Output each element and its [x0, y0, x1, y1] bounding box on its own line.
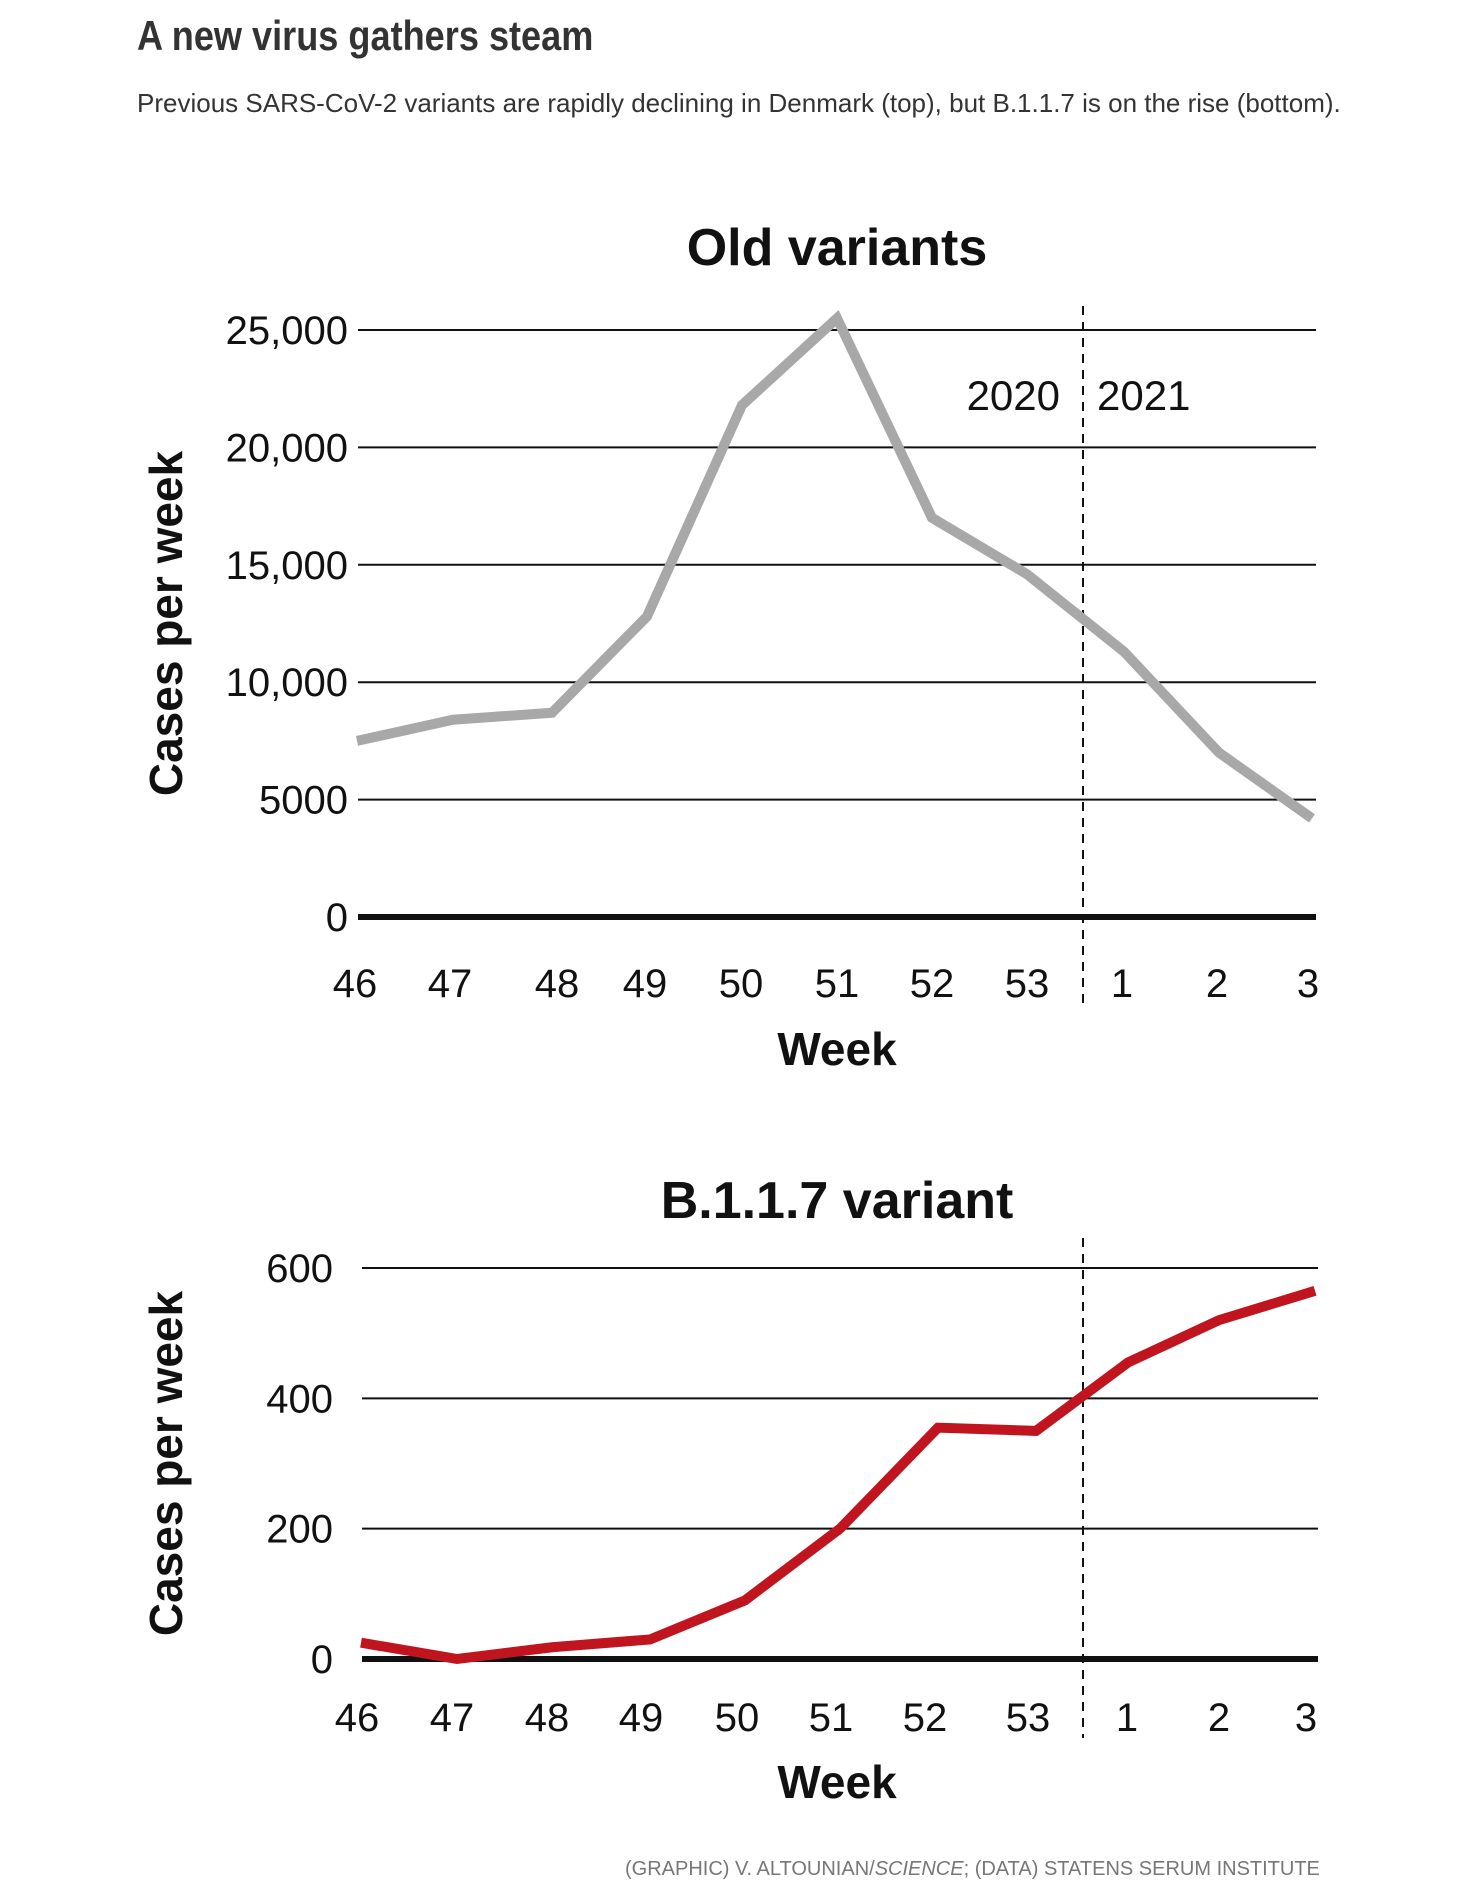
- chart2-x-tick-label: 50: [715, 1696, 760, 1740]
- chart2-x-tick-label: 46: [335, 1696, 380, 1740]
- chart2-series-line: [360, 1286, 1317, 1665]
- chart1-y-tick-label: 0: [326, 896, 348, 940]
- chart1-series-line: [355, 310, 1315, 823]
- chart1-y-tick-label: 15,000: [226, 544, 348, 588]
- chart2-x-tick-label: 47: [430, 1696, 475, 1740]
- chart2-y-tick-label: 0: [311, 1638, 333, 1682]
- chart1-y-tick-label: 5000: [259, 779, 348, 823]
- chart1-x-tick-label: 2: [1206, 962, 1228, 1006]
- chart1-x-tick-label: 49: [623, 962, 668, 1006]
- chart1-y-tick-label: 25,000: [226, 309, 348, 353]
- chart2-x-tick-label: 53: [1006, 1696, 1051, 1740]
- chart2-x-tick-label: 2: [1208, 1696, 1230, 1740]
- chart2-y-tick-label: 200: [266, 1508, 333, 1552]
- chart1-x-tick-label: 52: [910, 962, 955, 1006]
- chart1-y-axis-label: Cases per week: [140, 450, 192, 796]
- chart1-x-tick-label: 3: [1297, 962, 1319, 1006]
- page-title: A new virus gathers steam: [137, 12, 594, 59]
- credit-graphic: (GRAPHIC) V. ALTOUNIAN/: [625, 1858, 875, 1880]
- chart1-x-tick-label: 53: [1005, 962, 1050, 1006]
- chart2-y-tick-label: 600: [266, 1247, 333, 1291]
- chart2-x-tick-label: 1: [1116, 1696, 1138, 1740]
- chart1-x-tick-label: 1: [1111, 962, 1133, 1006]
- chart2-x-tick-label: 51: [809, 1696, 854, 1740]
- source-credit: (GRAPHIC) V. ALTOUNIAN/SCIENCE; (DATA) S…: [625, 1858, 1320, 1881]
- chart1-year-label-left: 2020: [967, 372, 1060, 419]
- chart1-y-tick-label: 20,000: [226, 426, 348, 470]
- chart1-x-tick-label: 50: [719, 962, 764, 1006]
- chart2-x-tick-label: 52: [903, 1696, 948, 1740]
- chart2-x-tick-label: 3: [1295, 1696, 1317, 1740]
- chart2-y-tick-label: 400: [266, 1377, 333, 1421]
- credit-publication: SCIENCE: [874, 1858, 964, 1880]
- chart1-x-tick-label: 47: [428, 962, 473, 1006]
- chart2-x-tick-label: 49: [619, 1696, 664, 1740]
- chart1-x-tick-label: 48: [535, 962, 580, 1006]
- chart1-title: Old variants: [687, 219, 988, 277]
- credit-data: ; (DATA) STATENS SERUM INSTITUTE: [963, 1858, 1320, 1880]
- chart1-x-axis-label: Week: [777, 1023, 897, 1075]
- chart1-x-tick-label: 46: [333, 962, 378, 1006]
- chart2-title: B.1.1.7 variant: [661, 1172, 1014, 1230]
- page-subtitle: Previous SARS-CoV-2 variants are rapidly…: [137, 88, 1341, 118]
- chart2-x-axis-label: Week: [777, 1756, 897, 1808]
- chart1-year-label-right: 2021: [1097, 372, 1190, 419]
- chart2-x-tick-label: 48: [525, 1696, 570, 1740]
- chart2-y-axis-label: Cases per week: [140, 1290, 192, 1636]
- chart1-y-tick-label: 10,000: [226, 661, 348, 705]
- chart1-x-tick-label: 51: [815, 962, 860, 1006]
